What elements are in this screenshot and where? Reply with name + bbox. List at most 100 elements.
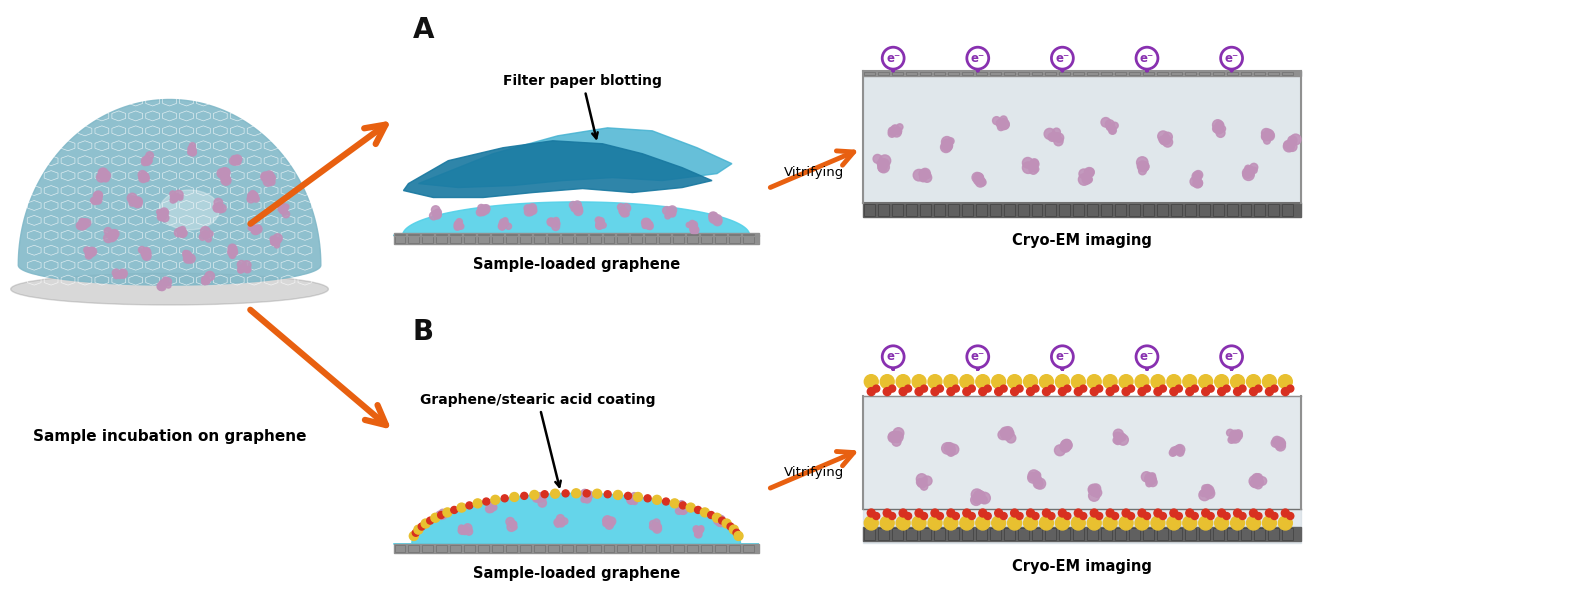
Circle shape bbox=[222, 176, 231, 185]
Circle shape bbox=[540, 491, 548, 498]
Circle shape bbox=[1287, 144, 1293, 151]
Circle shape bbox=[1277, 439, 1285, 447]
Circle shape bbox=[998, 119, 1009, 130]
Circle shape bbox=[273, 234, 283, 243]
Circle shape bbox=[99, 169, 105, 176]
Circle shape bbox=[1034, 476, 1042, 483]
Circle shape bbox=[913, 375, 925, 389]
Circle shape bbox=[179, 230, 184, 235]
Bar bbox=[878, 528, 889, 540]
Bar bbox=[451, 236, 462, 244]
Bar bbox=[617, 236, 628, 244]
Circle shape bbox=[679, 502, 687, 509]
Circle shape bbox=[1005, 433, 1016, 443]
Bar bbox=[864, 72, 875, 75]
Circle shape bbox=[141, 249, 148, 256]
Circle shape bbox=[1170, 447, 1178, 455]
Circle shape bbox=[1170, 387, 1178, 395]
Circle shape bbox=[941, 442, 954, 454]
Circle shape bbox=[1175, 512, 1183, 520]
Bar bbox=[603, 545, 614, 552]
Circle shape bbox=[1084, 168, 1093, 177]
Circle shape bbox=[487, 503, 495, 511]
Bar bbox=[743, 236, 754, 244]
Circle shape bbox=[694, 528, 699, 534]
Circle shape bbox=[490, 499, 496, 506]
Circle shape bbox=[1161, 135, 1170, 144]
Circle shape bbox=[1139, 167, 1147, 175]
Bar bbox=[394, 236, 405, 244]
Circle shape bbox=[977, 177, 985, 185]
Circle shape bbox=[663, 207, 671, 215]
Circle shape bbox=[573, 207, 583, 215]
Circle shape bbox=[1007, 375, 1021, 389]
Bar bbox=[990, 528, 1001, 540]
Circle shape bbox=[119, 269, 126, 275]
Circle shape bbox=[687, 222, 691, 228]
Circle shape bbox=[108, 230, 118, 239]
Circle shape bbox=[1075, 387, 1082, 395]
Circle shape bbox=[960, 516, 974, 530]
Bar bbox=[562, 236, 573, 244]
Bar bbox=[548, 234, 559, 236]
Circle shape bbox=[460, 526, 470, 534]
Circle shape bbox=[413, 525, 423, 534]
Circle shape bbox=[712, 214, 718, 220]
Circle shape bbox=[283, 211, 289, 218]
Circle shape bbox=[203, 278, 209, 284]
Circle shape bbox=[952, 512, 960, 520]
Circle shape bbox=[1167, 375, 1181, 389]
Circle shape bbox=[1163, 132, 1172, 141]
Circle shape bbox=[1051, 47, 1073, 69]
Circle shape bbox=[663, 498, 669, 505]
Circle shape bbox=[1265, 130, 1274, 140]
Bar bbox=[1087, 528, 1098, 540]
Bar bbox=[463, 545, 474, 552]
Polygon shape bbox=[393, 202, 759, 236]
Circle shape bbox=[641, 218, 650, 227]
Circle shape bbox=[509, 521, 514, 526]
Circle shape bbox=[976, 516, 990, 530]
Bar bbox=[506, 236, 517, 244]
Bar bbox=[1032, 204, 1043, 217]
Circle shape bbox=[113, 274, 119, 278]
Circle shape bbox=[511, 524, 517, 529]
Circle shape bbox=[1192, 172, 1202, 181]
Circle shape bbox=[710, 215, 718, 223]
Circle shape bbox=[427, 517, 434, 524]
Circle shape bbox=[112, 269, 119, 277]
Circle shape bbox=[572, 489, 581, 498]
Circle shape bbox=[86, 249, 93, 255]
Bar bbox=[520, 234, 531, 236]
Circle shape bbox=[1043, 387, 1051, 395]
Circle shape bbox=[190, 149, 196, 154]
Circle shape bbox=[864, 375, 878, 389]
Circle shape bbox=[272, 239, 278, 245]
Circle shape bbox=[440, 511, 446, 517]
Circle shape bbox=[539, 493, 545, 499]
Bar bbox=[1156, 204, 1167, 217]
Circle shape bbox=[914, 387, 924, 395]
Circle shape bbox=[1032, 512, 1038, 520]
Bar bbox=[1004, 204, 1015, 217]
Circle shape bbox=[1134, 516, 1148, 530]
Circle shape bbox=[141, 159, 148, 166]
Circle shape bbox=[434, 212, 440, 217]
Bar bbox=[1185, 204, 1196, 217]
Circle shape bbox=[145, 159, 151, 165]
Circle shape bbox=[167, 283, 171, 288]
Circle shape bbox=[214, 204, 222, 212]
Bar bbox=[921, 72, 932, 75]
Circle shape bbox=[185, 252, 192, 258]
Circle shape bbox=[633, 499, 638, 504]
Circle shape bbox=[1142, 472, 1152, 482]
Circle shape bbox=[1235, 430, 1243, 438]
Circle shape bbox=[229, 247, 236, 254]
Circle shape bbox=[1134, 375, 1148, 389]
Bar bbox=[674, 236, 683, 244]
Circle shape bbox=[1010, 387, 1018, 395]
Circle shape bbox=[1119, 375, 1133, 389]
Circle shape bbox=[1031, 160, 1038, 168]
Circle shape bbox=[888, 127, 897, 135]
Bar bbox=[961, 528, 972, 540]
